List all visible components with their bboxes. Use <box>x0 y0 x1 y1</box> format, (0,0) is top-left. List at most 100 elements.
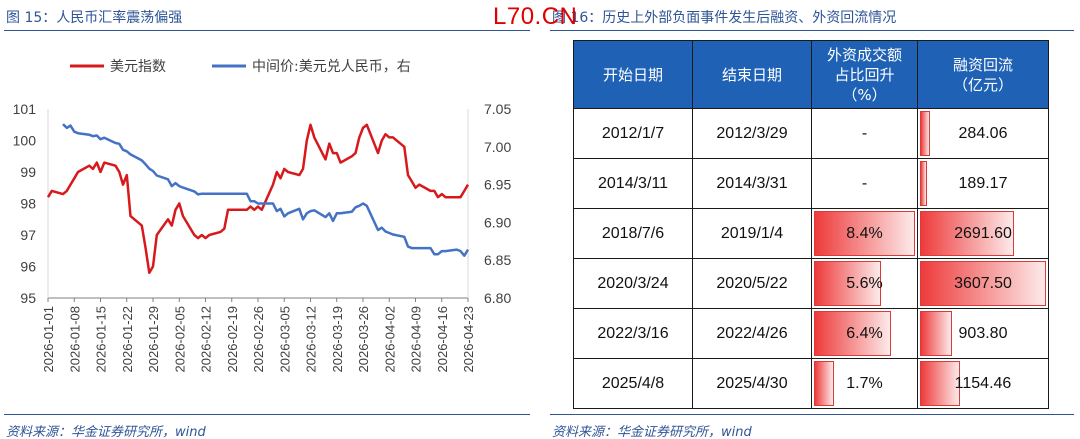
x-tick-label: 2026-03-26 <box>356 306 371 373</box>
inflow-table: 开始日期 结束日期 外资成交额 占比回升 （%） 融资回流 （亿元） 2012/1/7… <box>573 40 1049 409</box>
cell-value: 6.4% <box>846 324 883 342</box>
cell-margin-inflow: 3607.50 <box>917 258 1049 309</box>
x-tick-label: 2026-01-15 <box>94 306 109 373</box>
cell-value: 2022/4/26 <box>716 324 788 342</box>
table-row: 2012/1/7 2012/3/29 - 284.06 <box>573 108 1049 159</box>
header-end-date: 结束日期 <box>692 40 812 109</box>
data-bar <box>814 311 891 356</box>
data-bar <box>814 211 915 256</box>
cell-start-date: 2012/1/7 <box>573 108 693 159</box>
cell-value: 2020/3/24 <box>597 274 669 292</box>
cell-margin-inflow: 2691.60 <box>917 208 1049 259</box>
right-title-rule <box>550 30 1074 31</box>
cell-start-date: 2022/3/16 <box>573 308 693 359</box>
cell-value: 2012/3/29 <box>716 124 788 142</box>
data-bar <box>920 361 961 406</box>
cell-end-date: 2019/1/4 <box>692 208 812 259</box>
x-tick-label: 2026-03-12 <box>304 306 319 373</box>
y-right-tick-label: 6.90 <box>484 214 511 230</box>
y-left-tick-label: 96 <box>20 259 36 275</box>
watermark-logo: L70.CN <box>493 3 578 30</box>
cell-value: 2018/7/6 <box>601 224 665 242</box>
cell-value: 2014/3/11 <box>598 174 668 192</box>
cell-value: 3607.50 <box>954 274 1012 292</box>
x-tick-label: 2026-04-16 <box>435 306 450 373</box>
cell-margin-inflow: 1154.46 <box>917 358 1049 409</box>
dxy-cny-line-chart: 95 96 97 98 99 100 101 6.80 6.85 6.90 6.95 7.00 7.05… <box>13 59 512 373</box>
y-right-tick-label: 6.85 <box>484 252 511 268</box>
data-bar <box>920 161 927 206</box>
cell-value: 903.80 <box>958 324 1008 342</box>
cell-start-date: 2020/3/24 <box>573 258 693 309</box>
data-bar <box>920 311 952 356</box>
cell-margin-inflow: 284.06 <box>917 108 1049 159</box>
left-title-rule <box>4 30 530 31</box>
data-bar <box>920 111 930 156</box>
cell-value: 284.06 <box>958 124 1008 142</box>
left-source-rule <box>4 414 530 415</box>
cell-end-date: 2022/4/26 <box>692 308 812 359</box>
y-right-tick-label: 7.05 <box>484 101 511 117</box>
table-row: 2020/3/24 2020/5/22 5.6% 3607.50 <box>573 258 1049 309</box>
cell-start-date: 2018/7/6 <box>573 208 693 259</box>
left-figure-title: 图 15：人民币汇率震荡偏强 <box>6 10 183 26</box>
usdcny-series-line <box>62 123 470 257</box>
cell-margin-inflow: 189.17 <box>917 158 1049 209</box>
data-bar <box>920 261 1046 306</box>
y-left-tick-label: 99 <box>20 164 36 180</box>
x-tick-label: 2026-02-19 <box>225 306 240 373</box>
cell-value: 2022/3/16 <box>597 324 669 342</box>
cell-value: 1154.46 <box>954 374 1012 392</box>
x-tick-label: 2026-02-05 <box>172 306 187 373</box>
x-tick-label: 2026-01-08 <box>67 306 82 373</box>
y-right-tick-label: 6.95 <box>484 177 511 193</box>
data-bar <box>814 361 835 406</box>
y-left-tick-label: 95 <box>20 290 36 306</box>
x-tick-label: 2026-04-09 <box>409 306 424 373</box>
cell-start-date: 2025/4/8 <box>573 358 693 409</box>
right-source-rule <box>550 414 1074 415</box>
right-source-note: 资料来源：华金证券研究所，wind <box>552 425 752 439</box>
cell-value: 2025/4/30 <box>716 374 788 392</box>
cell-value: 2020/5/22 <box>716 274 788 292</box>
x-tick-label: 2026-02-26 <box>251 306 266 373</box>
header-margin-inflow: 融资回流 （亿元） <box>917 40 1049 109</box>
cell-value: 8.4% <box>846 224 883 242</box>
y-right-tick-label: 6.80 <box>484 290 511 306</box>
x-tick-label: 2026-03-05 <box>277 306 292 373</box>
table-row: 2014/3/11 2014/3/31 - 189.17 <box>573 158 1049 209</box>
cell-value: 2019/1/4 <box>720 224 784 242</box>
data-bar <box>814 261 882 306</box>
cell-value: 2012/1/7 <box>601 124 665 142</box>
x-tick-label: 2026-04-23 <box>461 306 476 373</box>
cell-end-date: 2020/5/22 <box>692 258 812 309</box>
x-tick-label: 2026-01-29 <box>146 306 161 373</box>
y-left-tick-label: 100 <box>13 133 37 149</box>
table-row: 2022/3/16 2022/4/26 6.4% 903.80 <box>573 308 1049 359</box>
cell-end-date: 2025/4/30 <box>692 358 812 409</box>
cell-value: 2025/4/8 <box>601 374 665 392</box>
x-tick-label: 2026-01-22 <box>120 306 135 373</box>
cell-start-date: 2014/3/11 <box>573 158 693 209</box>
y-right-tick-label: 7.00 <box>484 139 511 155</box>
header-foreign-share: 外资成交额 占比回升 （%） <box>811 40 918 109</box>
legend-label: 中间价:美元兑人民币，右 <box>252 59 411 75</box>
x-tick-label: 2026-01-01 <box>41 306 56 373</box>
cell-value: 189.17 <box>958 174 1008 192</box>
table-body: 2012/1/7 2012/3/29-284.06 2014/3/11 2014/3/… <box>573 108 1049 409</box>
x-tick-label: 2026-02-12 <box>199 306 214 373</box>
legend-label: 美元指数 <box>110 59 166 75</box>
cell-value: 2014/3/31 <box>716 174 788 192</box>
cell-end-date: 2012/3/29 <box>692 108 812 159</box>
y-left-tick-label: 97 <box>20 227 36 243</box>
left-source-note: 资料来源：华金证券研究所，wind <box>6 425 206 439</box>
y-left-tick-label: 101 <box>13 101 37 117</box>
header-start-date: 开始日期 <box>573 40 693 109</box>
cell-foreign-share: - <box>811 158 918 209</box>
data-bar <box>920 211 1014 256</box>
right-figure-title: 图 16：历史上外部负面事件发生后融资、外资回流情况 <box>552 10 897 26</box>
cell-value: 1.7% <box>846 374 883 392</box>
y-left-tick-label: 98 <box>20 196 36 212</box>
dxy-series-line <box>46 123 470 275</box>
cell-margin-inflow: 903.80 <box>917 308 1049 359</box>
